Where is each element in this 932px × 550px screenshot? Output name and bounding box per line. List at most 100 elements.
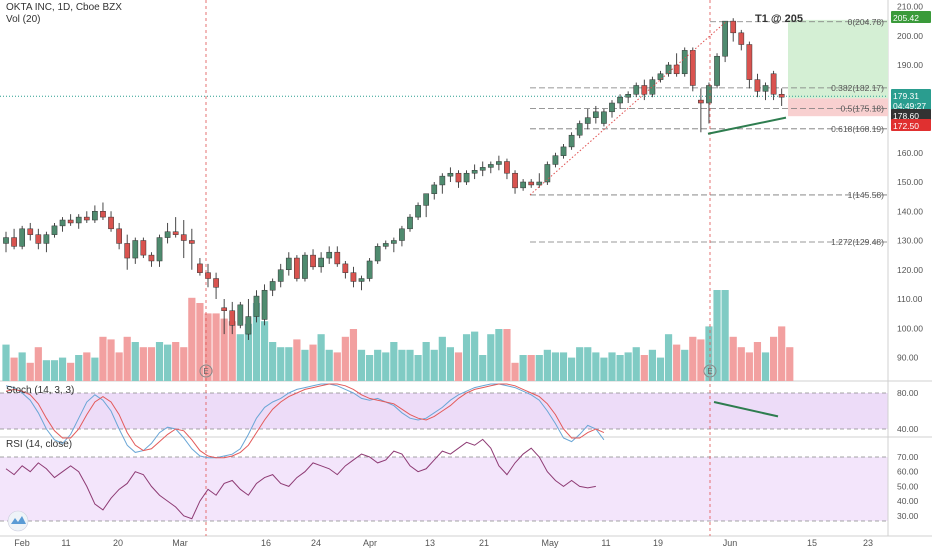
candle[interactable] [512,172,518,189]
candle[interactable] [197,263,203,273]
candle[interactable] [681,50,688,75]
candle[interactable] [576,123,583,136]
candle[interactable] [83,216,90,221]
candle[interactable] [11,237,17,247]
candle[interactable] [738,32,745,45]
candle[interactable] [43,234,50,244]
candle[interactable] [625,94,632,98]
candle[interactable] [390,240,397,244]
candle[interactable] [374,246,381,262]
candle[interactable] [302,254,308,279]
candle[interactable] [496,161,502,165]
candle[interactable] [617,96,623,104]
candle[interactable] [641,85,648,95]
candle[interactable] [19,228,26,247]
candle[interactable] [237,304,244,326]
candle[interactable] [698,99,704,104]
candle[interactable] [479,167,486,171]
target-zone[interactable] [788,19,888,99]
candle[interactable] [188,240,195,244]
candle[interactable] [568,134,575,148]
candle[interactable] [504,161,510,174]
candle[interactable] [714,55,720,86]
candle[interactable] [75,216,82,224]
candle[interactable] [657,73,664,80]
candle[interactable] [415,205,421,218]
candle[interactable] [552,155,559,165]
candle[interactable] [730,20,737,34]
candle[interactable] [294,257,300,279]
candle[interactable] [649,79,656,95]
candle[interactable] [487,164,494,168]
candle[interactable] [407,216,413,230]
tradingview-logo[interactable] [7,510,29,532]
candle[interactable] [156,237,163,262]
candle[interactable] [334,251,341,265]
candle[interactable] [455,172,462,183]
candle[interactable] [528,181,535,186]
candle[interactable] [318,257,324,268]
candle[interactable] [59,219,66,227]
candle[interactable] [342,263,349,273]
candle[interactable] [253,295,260,317]
candle[interactable] [520,181,526,189]
candle[interactable] [544,164,551,183]
volume-legend[interactable]: Vol (20) [6,14,41,25]
candle[interactable] [100,211,106,218]
candle[interactable] [67,219,74,224]
candle[interactable] [592,111,599,118]
stoch-divergence-line[interactable] [713,401,779,418]
candle[interactable] [423,193,430,206]
candle[interactable] [722,20,728,57]
candle[interactable] [447,172,454,177]
candle[interactable] [140,240,147,256]
candle[interactable] [108,216,114,230]
candle[interactable] [180,234,187,241]
candle[interactable] [665,64,672,75]
candle[interactable] [673,64,680,75]
earnings-marker[interactable] [703,364,717,378]
candle[interactable] [689,50,696,86]
candle[interactable] [132,240,139,259]
candle[interactable] [358,278,365,282]
candle[interactable] [560,146,567,156]
stop-zone[interactable] [788,98,888,117]
candle[interactable] [261,289,268,320]
candle[interactable] [116,228,122,244]
symbol-title[interactable]: OKTA INC, 1D, Cboe BZX [6,2,122,13]
candle[interactable] [221,307,228,311]
candle[interactable] [431,184,438,194]
candle[interactable] [399,228,405,241]
earnings-marker[interactable] [199,364,213,378]
candle[interactable] [213,278,219,288]
candle[interactable] [536,181,543,186]
candle[interactable] [310,254,316,268]
candle[interactable] [205,272,211,279]
candle[interactable] [382,243,389,247]
candle[interactable] [277,269,284,282]
candle[interactable] [584,117,591,124]
candle[interactable] [770,73,777,95]
candle[interactable] [35,234,42,244]
candle[interactable] [124,243,131,259]
candle[interactable] [51,225,58,235]
candle[interactable] [229,310,236,326]
candle[interactable] [27,228,34,235]
candle[interactable] [778,94,785,98]
candle[interactable] [3,237,9,244]
candle[interactable] [172,231,179,235]
candle[interactable] [463,172,470,183]
candle[interactable] [92,211,98,221]
candle[interactable] [439,175,446,186]
support-trendline[interactable] [707,116,787,135]
candle[interactable] [471,170,478,174]
candle[interactable] [245,316,252,335]
candle[interactable] [609,102,615,113]
candle[interactable] [633,85,640,95]
candle[interactable] [762,85,769,92]
candle[interactable] [350,272,357,282]
candle[interactable] [754,79,761,92]
candle[interactable] [269,281,276,291]
candle[interactable] [285,257,292,270]
